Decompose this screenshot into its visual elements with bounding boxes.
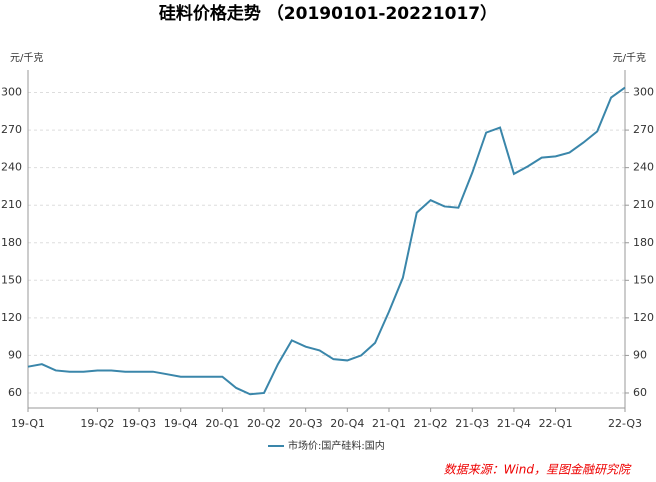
y2-tick-label: 300 xyxy=(633,86,654,99)
series-line xyxy=(27,86,626,396)
y2-tick-label: 120 xyxy=(633,311,654,324)
x-tick-label: 20-Q3 xyxy=(289,417,323,430)
y-tick-label: 210 xyxy=(1,198,22,211)
x-tick-label: 21-Q4 xyxy=(497,417,531,430)
y-tick-label: 60 xyxy=(8,386,22,399)
y-tick-label: 300 xyxy=(1,86,22,99)
y2-unit: 元/千克 xyxy=(613,52,646,64)
x-tick-label: 21-Q3 xyxy=(455,417,489,430)
x-tick-label: 19-Q1 xyxy=(11,417,45,430)
legend-label: 市场价:国产硅料:国内 xyxy=(288,439,385,452)
y2-tick-label: 60 xyxy=(633,386,647,399)
x-tick-label: 20-Q1 xyxy=(205,417,239,430)
x-tick-label: 19-Q2 xyxy=(80,417,114,430)
x-tick-label: 19-Q4 xyxy=(164,417,198,430)
y-tick-label: 120 xyxy=(1,311,22,324)
y-tick-label: 270 xyxy=(1,123,22,136)
y-tick-label: 180 xyxy=(1,236,22,249)
y-unit: 元/千克 xyxy=(10,52,43,64)
x-tick-label: 22-Q3 xyxy=(608,417,642,430)
x-tick-label: 22-Q1 xyxy=(539,417,573,430)
y-tick-label: 150 xyxy=(1,273,22,286)
chart-title: 硅料价格走势 （20190101-20221017） xyxy=(159,3,497,24)
x-tick-label: 21-Q2 xyxy=(414,417,448,430)
y2-tick-label: 180 xyxy=(633,236,654,249)
x-tick-label: 20-Q4 xyxy=(330,417,364,430)
y2-tick-label: 270 xyxy=(633,123,654,136)
x-tick-label: 20-Q2 xyxy=(247,417,281,430)
y-tick-label: 90 xyxy=(8,348,22,361)
y-tick-label: 240 xyxy=(1,161,22,174)
y2-tick-label: 210 xyxy=(633,198,654,211)
y2-tick-label: 240 xyxy=(633,161,654,174)
y2-tick-label: 90 xyxy=(633,348,647,361)
x-tick-label: 19-Q3 xyxy=(122,417,156,430)
y2-tick-label: 150 xyxy=(633,273,654,286)
source: 数据来源：Wind，星图金融研究院 xyxy=(444,463,632,477)
x-tick-label: 21-Q1 xyxy=(372,417,406,430)
